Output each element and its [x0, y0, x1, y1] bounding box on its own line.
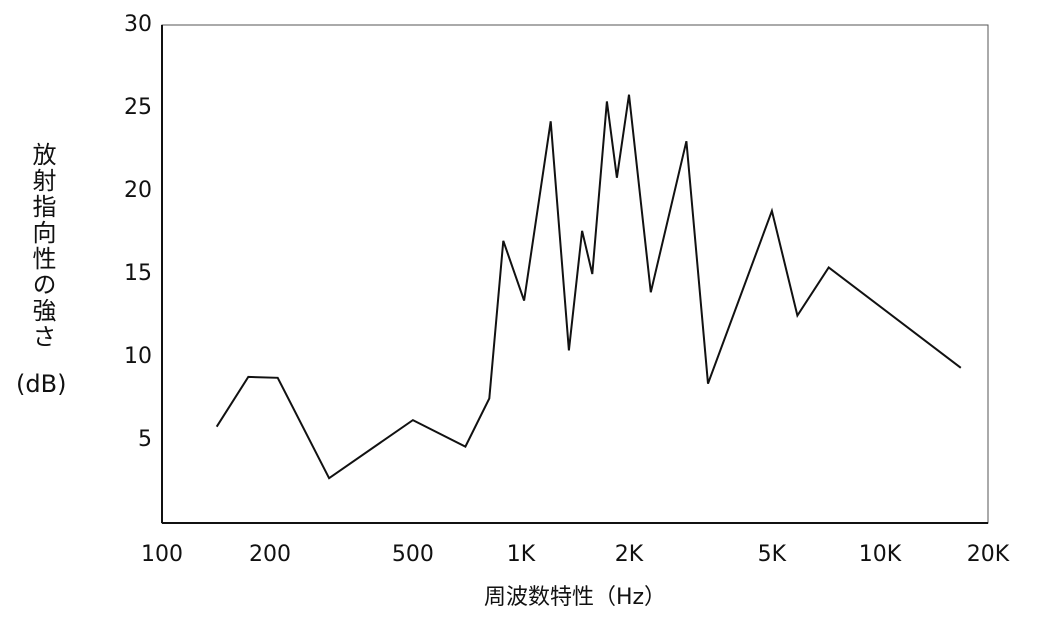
y-tick-label: 30 — [124, 12, 152, 37]
y-tick-label: 5 — [138, 427, 152, 452]
x-tick-label: 100 — [141, 542, 183, 567]
y-tick-label: 25 — [124, 95, 152, 120]
x-tick-label: 5K — [758, 542, 787, 567]
x-axis-label: 周波数特性（Hz） — [484, 585, 666, 610]
y-tick-label: 15 — [124, 261, 152, 286]
data-line — [215, 94, 962, 480]
x-tick-label: 1K — [507, 542, 536, 567]
x-tick-label: 20K — [967, 542, 1010, 567]
x-tick-label: 200 — [249, 542, 291, 567]
y-axis-unit: (dB) — [16, 370, 67, 398]
y-tick-label: 20 — [124, 178, 152, 203]
plot-frame — [161, 24, 989, 524]
x-tick-label: 2K — [615, 542, 644, 567]
y-axis-label: 放射指向性の強さ — [28, 142, 56, 350]
y-tick-label: 10 — [124, 344, 152, 369]
x-tick-label: 500 — [392, 542, 434, 567]
x-tick-label: 10K — [859, 542, 902, 567]
